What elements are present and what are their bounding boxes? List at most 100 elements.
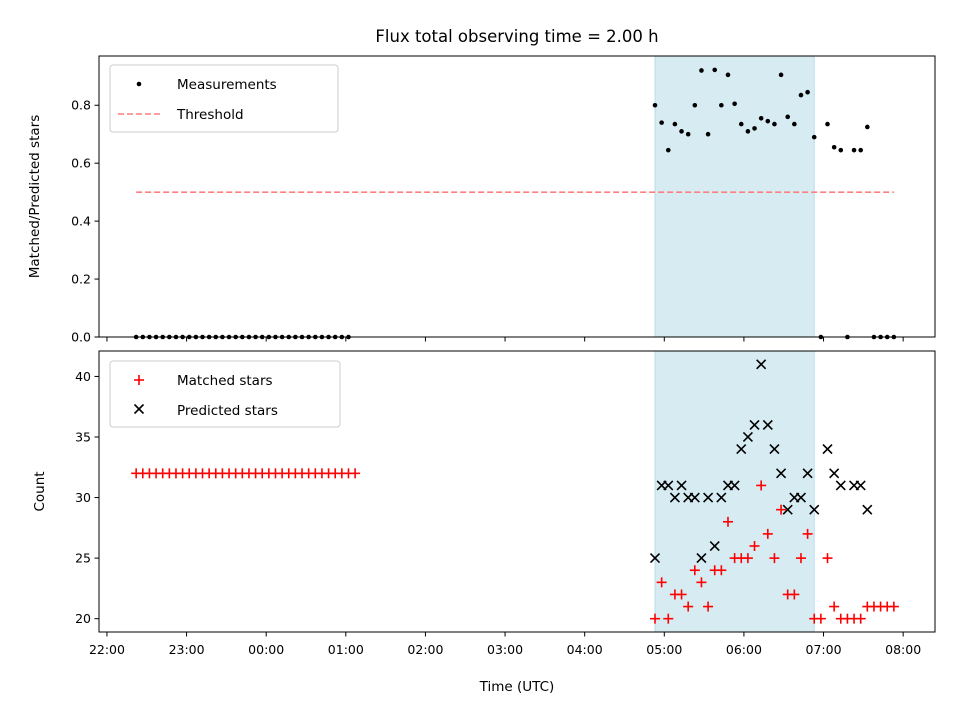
measurement-point [738, 121, 744, 127]
matched-stars-point [829, 601, 840, 612]
legend-measurements-marker [136, 81, 142, 87]
measurement-point [778, 72, 784, 78]
x-tick-label: 23:00 [169, 642, 205, 657]
measurement-point [851, 147, 857, 153]
measurement-point [725, 72, 731, 78]
measurement-point [865, 124, 870, 130]
predicted-stars-point [669, 492, 680, 503]
y-tick-label: 0.8 [71, 98, 91, 113]
matched-stars-point [888, 601, 899, 612]
predicted-stars-point [689, 492, 700, 503]
observing-window-span [654, 350, 815, 633]
predicted-stars-point [736, 444, 747, 455]
y-tick-label: 30 [75, 490, 91, 505]
predicted-stars-point [829, 468, 840, 479]
measurement-point [792, 121, 797, 127]
y-tick-label: 0.2 [71, 272, 91, 287]
ratio-legend: Measurements Threshold [109, 64, 339, 133]
matched-stars-point [802, 528, 813, 539]
matched-stars-point [789, 589, 800, 600]
predicted-stars-point [795, 492, 807, 503]
measurement-point [811, 134, 817, 140]
measurement-point [825, 121, 830, 127]
x-axis-label: Time (UTC) [479, 679, 555, 695]
matched-stars-point [676, 589, 687, 600]
measurement-point [719, 102, 724, 108]
measurement-point [692, 102, 698, 108]
matched-stars-point [776, 504, 787, 515]
predicted-stars-point [663, 480, 674, 491]
x-tick-label: 06:00 [726, 642, 762, 657]
matched-stars-point [716, 565, 727, 576]
x-tick-label: 02:00 [407, 642, 443, 657]
predicted-stars-point [762, 419, 773, 430]
ratio-panel: 0.00.20.40.60.8 Matched/Predicted stars … [27, 55, 936, 345]
x-tick-label: 00:00 [248, 642, 284, 657]
x-tick-label: 01:00 [328, 642, 364, 657]
predicted-stars-point [776, 468, 787, 479]
measurement-point [659, 120, 664, 125]
legend-predicted-label: Predicted stars [177, 403, 278, 419]
matched-stars-point [656, 577, 667, 588]
measurement-point [679, 129, 684, 134]
predicted-stars-point [855, 480, 866, 491]
matched-stars-point [683, 601, 694, 612]
predicted-stars-point [742, 431, 753, 443]
count-legend: Matched stars Predicted stars [109, 360, 341, 428]
matched-stars-point [703, 601, 714, 612]
x-tick-label: 04:00 [567, 642, 603, 657]
measurement-point [699, 68, 704, 73]
measurement-point [772, 121, 777, 127]
ratio-y-axis-label: Matched/Predicted stars [27, 115, 43, 278]
legend-threshold-label: Threshold [176, 107, 244, 123]
predicted-stars-point [696, 553, 707, 564]
measurement-point [765, 118, 771, 124]
measurement-point [758, 115, 764, 121]
ratio-panel-frame [98, 55, 936, 338]
matched-stars-point [663, 613, 674, 624]
x-tick-label: 03:00 [487, 642, 523, 657]
x-tick-label: 22:00 [89, 642, 125, 657]
measurement-point [752, 126, 757, 131]
measurement-point [858, 147, 863, 153]
matched-stars-point [689, 565, 700, 576]
chart-title: Flux total observing time = 2.00 h [375, 27, 658, 46]
count-y-axis-label: Count [32, 471, 48, 511]
measurement-point [805, 89, 810, 95]
predicted-stars-point [809, 504, 820, 515]
predicted-stars-point [716, 492, 727, 503]
y-tick-label: 20 [75, 611, 91, 626]
x-tick-label: 05:00 [646, 642, 682, 657]
predicted-stars-point [729, 480, 740, 491]
legend-matched-label: Matched stars [177, 373, 273, 389]
predicted-stars-point [835, 480, 846, 491]
matched-stars-point [762, 528, 773, 539]
x-tick-label: 07:00 [806, 642, 842, 657]
measurement-point [712, 67, 718, 73]
matched-stars-point [650, 613, 661, 624]
predicted-stars-point [703, 492, 714, 503]
predicted-stars-point [782, 504, 793, 515]
legend-predicted-marker [133, 403, 145, 415]
matched-stars-point [815, 613, 826, 624]
predicted-stars-point [822, 444, 833, 455]
y-tick-label: 40 [75, 369, 91, 384]
x-tick-label: 08:00 [885, 642, 921, 657]
matched-stars-point [749, 541, 760, 552]
predicted-stars-point [709, 540, 720, 552]
measurement-point [831, 144, 837, 150]
measurement-point [672, 121, 678, 127]
matched-stars-point [769, 553, 780, 564]
predicted-stars-point [749, 419, 760, 430]
observing-window-span [654, 55, 815, 338]
y-tick-label: 0.4 [71, 214, 91, 229]
legend-matched-marker [134, 375, 144, 385]
y-tick-label: 35 [75, 429, 91, 444]
measurement-point [732, 101, 737, 107]
y-tick-label: 0.0 [71, 330, 91, 345]
matched-stars-point [742, 553, 753, 564]
measurement-point [685, 131, 691, 137]
measurement-point [705, 131, 711, 137]
matched-stars-point [722, 516, 733, 527]
